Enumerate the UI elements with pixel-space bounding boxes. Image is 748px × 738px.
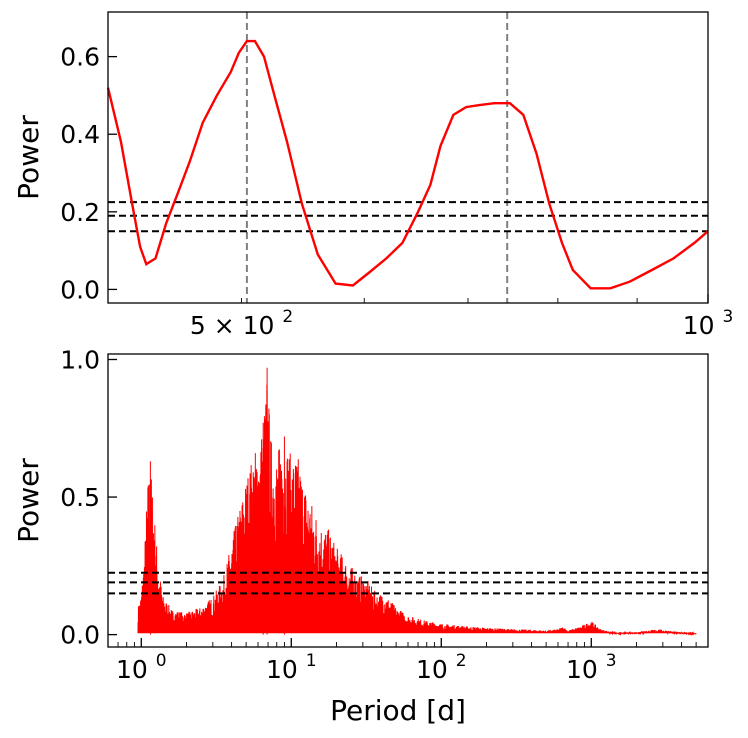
bottom-x-tick-label-10-exponent: 1 <box>306 651 317 671</box>
y-tick-label: 0.0 <box>60 621 100 650</box>
bottom-y-axis-label: Power <box>12 458 45 543</box>
top-axes-frame <box>107 11 709 304</box>
top-y-axis-label: Power <box>12 115 45 200</box>
top-x-tick-label-1000: 10 3 <box>683 307 734 340</box>
bottom-periodogram-panel: 0.0 0.5 1.0 Power Period [d] 10 0 10 1 10 … <box>12 346 709 727</box>
top-plot-area <box>106 12 709 303</box>
y-tick-label: 0.6 <box>60 43 100 72</box>
bottom-x-tick-label-10-mantissa: 10 <box>266 655 298 684</box>
top-y-ticks: 0.0 0.2 0.4 0.6 <box>60 43 117 304</box>
bottom-x-tick-label-1: 10 0 <box>116 651 167 684</box>
top-x-tick-label-500: 5 × 10 2 <box>190 307 293 340</box>
bottom-x-tick-label-100: 10 2 <box>416 651 467 684</box>
bottom-x-ticks <box>107 638 709 647</box>
bottom-y-ticks: 0.0 0.5 1.0 <box>60 346 117 650</box>
bottom-x-tick-label-100-exponent: 2 <box>456 651 467 671</box>
top-x-tick-label-500-times: × <box>214 311 235 340</box>
bottom-x-tick-label-1-exponent: 0 <box>156 651 167 671</box>
y-tick-label: 1.0 <box>60 346 100 375</box>
bottom-x-axis-label: Period [d] <box>330 694 466 727</box>
top-x-tick-label-1000-mantissa: 10 <box>683 311 715 340</box>
y-tick-label: 0.4 <box>60 120 100 149</box>
y-tick-label: 0.2 <box>60 198 100 227</box>
bottom-x-tick-label-1000: 10 3 <box>566 651 617 684</box>
bottom-x-tick-label-1000-exponent: 3 <box>606 651 617 671</box>
top-x-tick-label-500-mantissa: 10 <box>243 311 275 340</box>
bottom-x-tick-label-1000-mantissa: 10 <box>566 655 598 684</box>
bottom-power-curve <box>137 367 697 636</box>
bottom-x-tick-label-1-mantissa: 10 <box>116 655 148 684</box>
top-x-tick-label-1000-exponent: 3 <box>722 307 733 327</box>
bottom-plot-area <box>108 367 708 636</box>
y-tick-label: 0.0 <box>60 275 100 304</box>
bottom-x-tick-label-100-mantissa: 10 <box>416 655 448 684</box>
top-x-tick-label-500-exponent: 2 <box>282 307 293 327</box>
y-tick-label: 0.5 <box>60 483 100 512</box>
top-power-curve <box>106 39 709 290</box>
top-x-tick-label-500-base: 5 <box>190 311 206 340</box>
top-x-ticks <box>241 294 709 303</box>
bottom-x-tick-label-10: 10 1 <box>266 651 317 684</box>
bottom-axes-frame <box>107 353 709 648</box>
top-periodogram-panel: 0.0 0.2 0.4 0.6 Power 5 × 10 2 10 3 <box>12 11 734 340</box>
